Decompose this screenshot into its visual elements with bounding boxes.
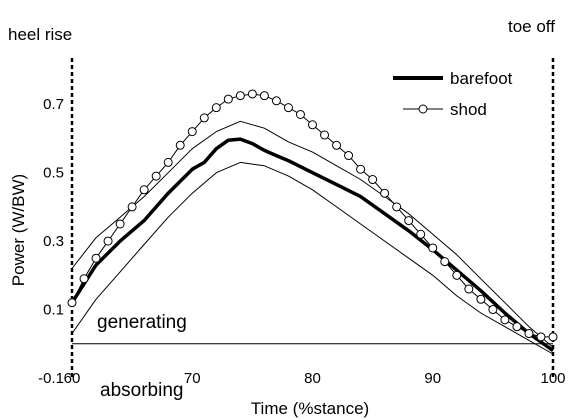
series-shod-point xyxy=(368,175,378,185)
series-shod-point xyxy=(139,185,149,195)
series-shod-point xyxy=(67,298,77,308)
x-tick-label: 100 xyxy=(540,370,565,387)
series-shod-point xyxy=(332,140,342,150)
legend-shod-label: shod xyxy=(450,100,487,119)
series-shod-point xyxy=(464,284,474,294)
series-shod-point xyxy=(500,315,510,325)
series-shod-point xyxy=(452,270,462,280)
series-shod-point xyxy=(211,103,221,113)
series-shod-point xyxy=(356,164,366,174)
series-barefoot-line xyxy=(70,137,555,353)
legend-shod-marker xyxy=(418,104,428,114)
x-tick-label: 60 xyxy=(64,370,81,387)
series-shod-point xyxy=(151,171,161,181)
toe-off-label: toe off xyxy=(508,17,555,36)
series-shod-point xyxy=(344,151,354,161)
series-barefoot-upper-sd-line xyxy=(71,120,554,348)
generating-label: generating xyxy=(97,312,187,333)
series-shod-point xyxy=(440,257,450,267)
series-shod-point xyxy=(247,89,257,99)
series-shod-point xyxy=(548,332,558,342)
series-shod-point xyxy=(199,113,209,123)
series-shod-point xyxy=(283,103,293,113)
series-shod-point xyxy=(223,94,233,104)
series-shod-point xyxy=(235,91,245,101)
y-tick-label: 0.7 xyxy=(43,96,64,113)
series-shod-point xyxy=(404,216,414,226)
series-shod-point xyxy=(271,96,281,106)
annotations: heel rise toe off generating absorbing xyxy=(8,17,555,401)
series-shod-point xyxy=(512,322,522,332)
series-shod-point xyxy=(295,109,305,119)
series-shod-point xyxy=(380,188,390,198)
series-shod-point xyxy=(115,219,125,229)
series-shod-point xyxy=(103,236,113,246)
series-shod-point xyxy=(524,329,534,339)
axes: -0.1 0.1 0.3 0.5 0.7 60 70 80 90 100 xyxy=(38,58,566,387)
series-shod-point xyxy=(187,127,197,137)
series-shod-point xyxy=(91,253,101,263)
x-tick-label: 90 xyxy=(424,370,441,387)
y-tick-label: 0.1 xyxy=(43,302,64,319)
series-shod-point xyxy=(320,130,330,140)
x-axis-title: Time (%stance) xyxy=(251,399,369,418)
heel-rise-label: heel rise xyxy=(8,25,72,44)
series-shod-point xyxy=(428,243,438,253)
series-shod-point xyxy=(259,91,269,101)
series-shod-point xyxy=(79,274,89,284)
series-shod-point xyxy=(476,294,486,304)
series-shod-point xyxy=(416,229,426,239)
x-tick-label: 70 xyxy=(184,370,201,387)
series-shod-point xyxy=(488,305,498,315)
legend-barefoot-label: barefoot xyxy=(450,69,513,88)
series-barefoot-lower-sd-line xyxy=(71,161,554,355)
y-tick-label: 0.5 xyxy=(43,165,64,182)
x-tick-label: 80 xyxy=(304,370,321,387)
legend: barefoot shod xyxy=(393,69,513,119)
series-shod-point xyxy=(308,120,317,130)
series-shod-point xyxy=(163,157,173,167)
series-shod-point xyxy=(175,140,185,150)
series-shod-point xyxy=(392,202,402,212)
y-tick-label: -0.1 xyxy=(38,370,64,387)
series-shod-point xyxy=(127,202,137,212)
absorbing-label: absorbing xyxy=(100,380,183,401)
y-tick-label: 0.3 xyxy=(43,233,64,250)
series-shod-point xyxy=(536,332,546,342)
y-axis-title: Power (W/BW) xyxy=(9,174,28,286)
series-layer xyxy=(67,89,558,355)
